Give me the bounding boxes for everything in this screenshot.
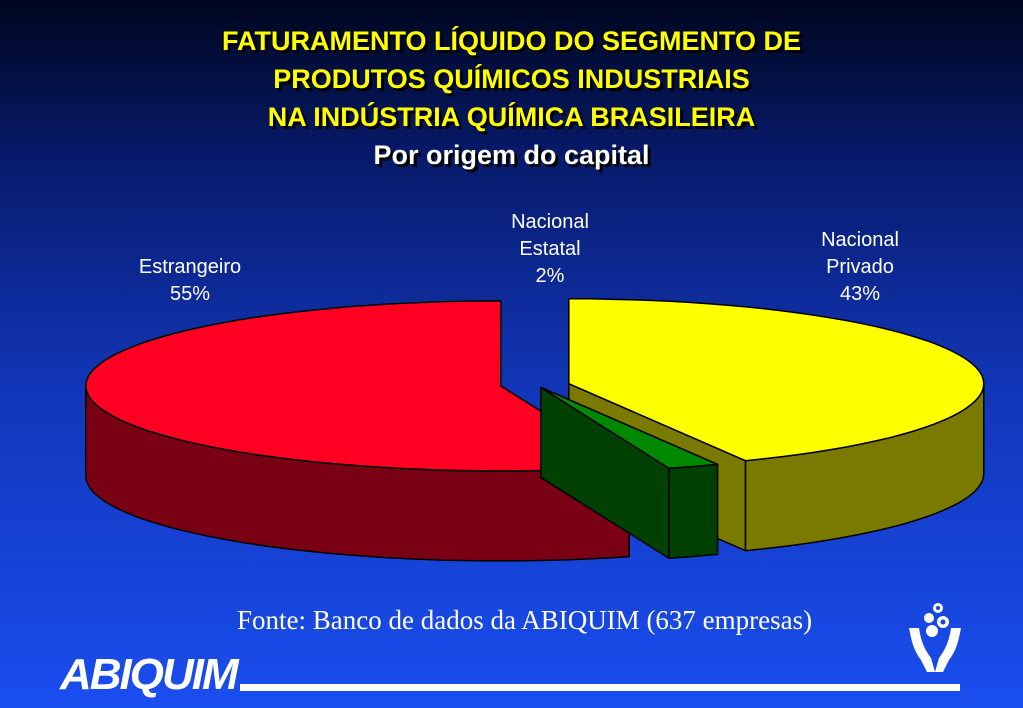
- title-line-2: PRODUTOS QUÍMICOS INDUSTRIAIS: [273, 64, 750, 94]
- logo-underline: [240, 684, 960, 691]
- slice-label-nacional-estatal: Nacional Estatal 2%: [480, 209, 620, 290]
- slice-label-name-2: Estatal: [519, 238, 581, 260]
- slice-label-name: Nacional: [511, 211, 589, 233]
- chart-subtitle: Por origem do capital: [373, 140, 650, 170]
- slice-label-name: Estrangeiro: [138, 256, 242, 278]
- slice-estrangeiro: [85, 300, 630, 472]
- slice-label-percent: 55%: [169, 283, 211, 305]
- source-note: Fonte: Banco de dados da ABIQUIM (637 em…: [237, 605, 813, 635]
- chart-title: FATURAMENTO LÍQUIDO DO SEGMENTO DE PRODU…: [0, 22, 1023, 174]
- title-line-3: NA INDÚSTRIA QUÍMICA BRASILEIRA: [267, 102, 756, 132]
- slice-label-name-2: Privado: [826, 256, 894, 278]
- slice-nacional-privado: [568, 297, 985, 462]
- hands-molecule-icon: [909, 603, 961, 672]
- slice-nacional-estatal: [540, 386, 719, 470]
- title-line-1: FATURAMENTO LÍQUIDO DO SEGMENTO DE: [221, 26, 802, 56]
- slice-label-nacional-privado: Nacional Privado 43%: [790, 227, 930, 308]
- slice-label-estrangeiro: Estrangeiro 55%: [110, 254, 270, 308]
- slice-label-name: Nacional: [821, 229, 899, 251]
- abiquim-logo: ABIQUIM: [60, 650, 239, 699]
- slice-label-percent: 43%: [839, 283, 881, 305]
- slice-label-percent: 2%: [535, 265, 565, 287]
- slice-wall-nacional-estatal: [668, 463, 719, 560]
